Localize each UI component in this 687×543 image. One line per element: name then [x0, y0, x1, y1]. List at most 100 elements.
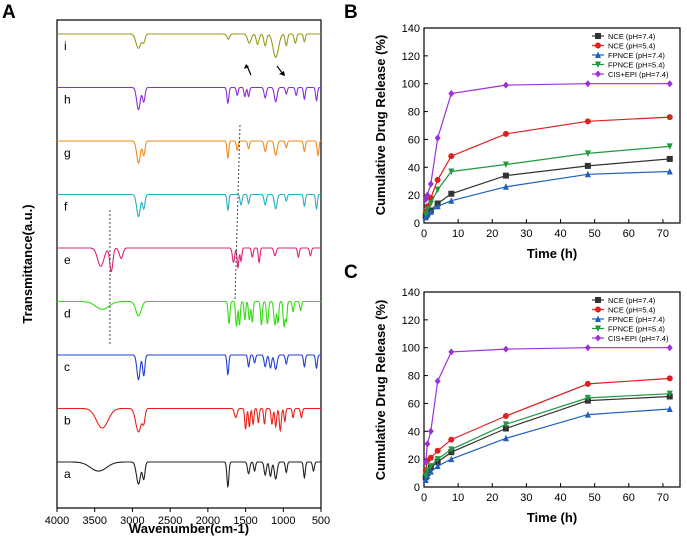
c-x-tick-label: 30 [520, 492, 532, 504]
b-data-point [666, 80, 673, 88]
c-data-point [584, 411, 591, 418]
c-x-tick-label: 50 [589, 492, 601, 504]
c-data-point [422, 476, 429, 484]
c-legend-marker [595, 325, 601, 332]
c-series-3 [422, 390, 673, 480]
b-data-point [424, 191, 431, 199]
b-data-point [502, 183, 509, 190]
b-x-tick-label: 30 [520, 228, 532, 240]
b-data-point [502, 161, 509, 168]
b-data-point [448, 168, 455, 175]
ftir-trace-label-i: i [64, 39, 67, 53]
b-data-point [448, 153, 455, 160]
ftir-x-tick-label: 1000 [271, 515, 295, 527]
c-y-tick-label: 40 [408, 426, 420, 438]
release-c-legend: NCE (pH=7.4)NCE (pH=5.4)FPNCE (pH=7.4)FP… [592, 296, 669, 343]
b-data-point [427, 200, 434, 207]
c-x-tick-label: 40 [554, 492, 566, 504]
b-series-1 [422, 114, 673, 215]
b-data-point [422, 211, 429, 219]
c-data-point [448, 446, 455, 453]
b-series-line [425, 83, 670, 200]
b-x-tick-label: 10 [452, 228, 464, 240]
ftir-x-tick-label: 3500 [82, 515, 106, 527]
ftir-trace-label-a: a [64, 467, 71, 481]
guide-line-middle [234, 124, 241, 301]
c-data-point [448, 455, 455, 463]
b-y-tick-label: 40 [408, 162, 420, 174]
ftir-trace-label-d: d [64, 307, 71, 321]
ftir-trace-label-b: b [64, 414, 71, 428]
release-b-legend: NCE (pH=7.4)NCE (pH=5.4)FPNCE (pH=7.4)FP… [592, 32, 669, 79]
b-x-tick-label: 70 [657, 228, 669, 240]
c-y-tick-label: 100 [402, 343, 420, 355]
b-data-point [434, 134, 441, 142]
c-data-point [502, 425, 509, 432]
b-y-tick-label: 60 [408, 134, 420, 146]
b-legend-label: CIS+EPI (pH=7.4) [608, 70, 669, 79]
c-data-point [427, 454, 434, 461]
c-x-tick-label: 20 [486, 492, 498, 504]
ftir-x-tick-label: 2500 [158, 515, 182, 527]
b-legend-marker [595, 70, 601, 78]
b-legend-marker [595, 61, 601, 68]
b-data-point [424, 206, 431, 213]
b-legend-label: FPNCE (pH=5.4) [608, 61, 665, 70]
c-data-point [666, 344, 673, 352]
ftir-x-tick-label: 4000 [45, 515, 69, 527]
c-legend-marker [595, 306, 601, 313]
b-x-tick-label: 40 [554, 228, 566, 240]
c-series-line [425, 377, 670, 471]
b-legend-entry: FPNCE (pH=5.4) [592, 61, 665, 70]
c-series-line [425, 395, 670, 478]
ftir-trace-c [57, 354, 321, 381]
b-x-tick-label: 20 [486, 228, 498, 240]
c-y-tick-label: 0 [414, 482, 420, 494]
c-legend-label: NCE (pH=5.4) [608, 306, 656, 315]
c-legend-label: CIS+EPI (pH=7.4) [608, 334, 669, 343]
b-y-tick-label: 100 [402, 79, 420, 91]
c-data-point [448, 348, 455, 356]
b-legend-entry: NCE (pH=5.4) [592, 42, 656, 51]
release-c-ticks: 0 10 20 30 40 50 60 70 0 20 40 60 80 100 120 140 [402, 287, 669, 504]
b-y-tick-label: 80 [408, 107, 420, 119]
c-data-point [666, 405, 673, 412]
c-legend-entry: NCE (pH=7.4) [592, 296, 656, 305]
c-legend-label: FPNCE (pH=5.4) [608, 325, 665, 334]
ftir-trace-d [57, 300, 321, 328]
ftir-x-axis-label-text: Wavenumber(cm-1) [129, 521, 249, 536]
ftir-trace-i [57, 33, 321, 58]
release-c-x-axis-label: Time (h) [527, 510, 577, 525]
c-series-0 [422, 393, 673, 481]
b-series-line [425, 170, 670, 218]
b-x-tick-label: 60 [623, 228, 635, 240]
c-data-point [422, 458, 429, 466]
b-legend-label: FPNCE (pH=7.4) [608, 51, 665, 60]
c-y-tick-label: 120 [402, 315, 420, 327]
c-y-tick-label: 20 [408, 454, 420, 466]
c-data-point [434, 377, 441, 385]
panel-label-a: A [2, 2, 16, 23]
b-data-point [666, 155, 673, 162]
c-data-point [666, 390, 673, 398]
ftir-trace-a [57, 461, 321, 489]
b-data-point [666, 143, 673, 150]
b-x-tick-label: 0 [421, 228, 427, 240]
c-legend-marker [595, 315, 601, 322]
b-data-point [584, 80, 591, 88]
ftir-trace-label-f: f [64, 200, 68, 214]
release-b-series [422, 80, 673, 221]
ftir-plot-frame [56, 19, 322, 509]
ftir-panel: i h g f e d c b a 4000 3500 3000 2500 2000 1500 1000 50… [20, 19, 330, 536]
c-x-tick-label: 0 [421, 492, 427, 504]
release-c-frame [423, 291, 681, 488]
c-legend-label: FPNCE (pH=7.4) [608, 315, 665, 324]
arrow-left-head [244, 64, 249, 69]
ftir-trace-label-g: g [64, 146, 71, 160]
ftir-y-axis-label: Transmittance(a.u.) [20, 204, 35, 323]
b-y-tick-label: 20 [408, 190, 420, 202]
b-legend-marker [595, 33, 601, 39]
c-legend-entry: NCE (pH=5.4) [592, 306, 656, 315]
b-data-point [448, 190, 455, 197]
release-panel-c: 0 10 20 30 40 50 60 70 0 20 40 60 80 100 120 140 NCE (p… [373, 287, 681, 525]
